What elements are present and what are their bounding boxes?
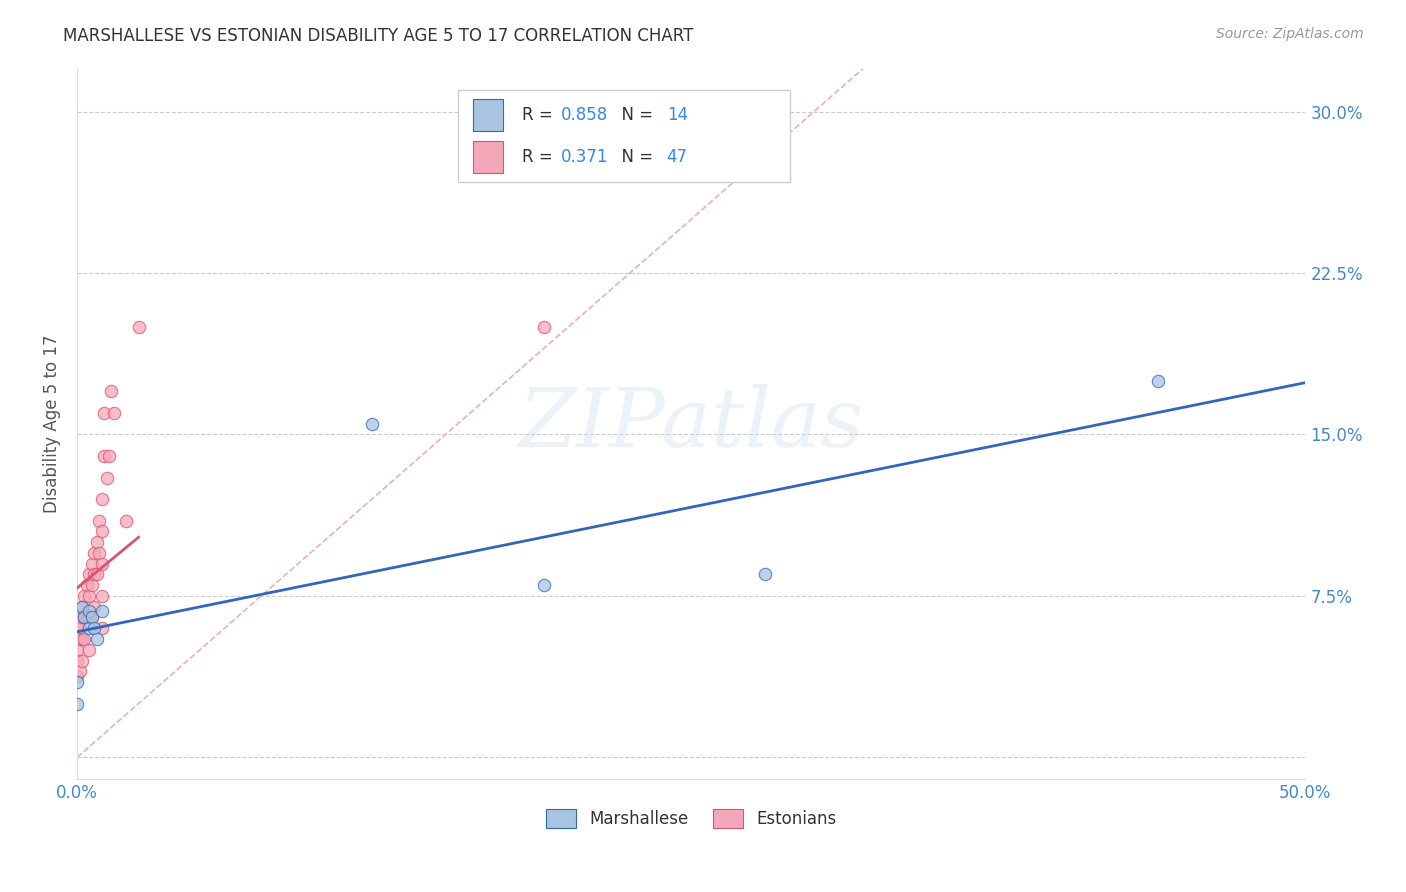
Point [98,449,121,463]
Bar [472,99,503,131]
Point [70,599,93,614]
Point [66,653,89,667]
Point [90,491,112,506]
Point [93,406,115,420]
Point [73,589,96,603]
Bar [472,141,503,173]
Point [360,417,382,431]
Point [533,147,555,161]
Point [70,632,93,646]
Point [66,697,89,711]
Point [533,319,555,334]
Point [76,610,98,624]
Text: N =: N = [612,148,659,166]
Point [73,610,96,624]
Point [90,604,112,618]
Y-axis label: Disability Age 5 to 17: Disability Age 5 to 17 [44,334,60,513]
Point [79,610,101,624]
Point [79,589,101,603]
Point [80,557,103,571]
Point [86,535,108,549]
Point [70,653,93,667]
Point [80,578,103,592]
Text: N =: N = [612,106,659,124]
Point [69,632,91,646]
Point [83,599,105,614]
Point [90,524,112,539]
Point [96,470,118,484]
Point [66,621,89,635]
Point [100,384,122,399]
Point [66,642,89,657]
Point [70,610,93,624]
Text: 47: 47 [666,148,688,166]
Point [89,546,111,560]
Text: R =: R = [522,106,558,124]
Point [83,621,105,635]
Text: 14: 14 [666,106,688,124]
Point [115,514,138,528]
Text: Source: ZipAtlas.com: Source: ZipAtlas.com [1216,27,1364,41]
Point [66,675,89,690]
Text: 0.858: 0.858 [561,106,609,124]
Point [69,665,91,679]
Text: R =: R = [522,148,558,166]
Point [79,621,101,635]
Point [90,557,112,571]
Point [86,632,108,646]
Text: 0.371: 0.371 [561,148,609,166]
Bar [458,90,790,182]
Point [73,610,96,624]
Point [89,514,111,528]
Point [80,610,103,624]
Point [79,604,101,618]
Point [79,567,101,582]
Point [93,449,115,463]
Point [754,567,776,582]
Point [70,599,93,614]
Point [533,578,555,592]
Point [80,610,103,624]
Point [66,632,89,646]
Point [73,632,96,646]
Point [79,642,101,657]
Point [128,319,150,334]
Point [76,578,98,592]
Point [83,546,105,560]
Point [103,406,125,420]
Point [69,610,91,624]
Point [83,567,105,582]
Point [66,668,89,682]
Legend: Marshallese, Estonians: Marshallese, Estonians [538,802,844,835]
Point [69,621,91,635]
Point [90,589,112,603]
Point [86,567,108,582]
Point [90,621,112,635]
Point [1147,374,1170,388]
Text: ZIPatlas: ZIPatlas [519,384,865,464]
Text: MARSHALLESE VS ESTONIAN DISABILITY AGE 5 TO 17 CORRELATION CHART: MARSHALLESE VS ESTONIAN DISABILITY AGE 5… [63,27,693,45]
